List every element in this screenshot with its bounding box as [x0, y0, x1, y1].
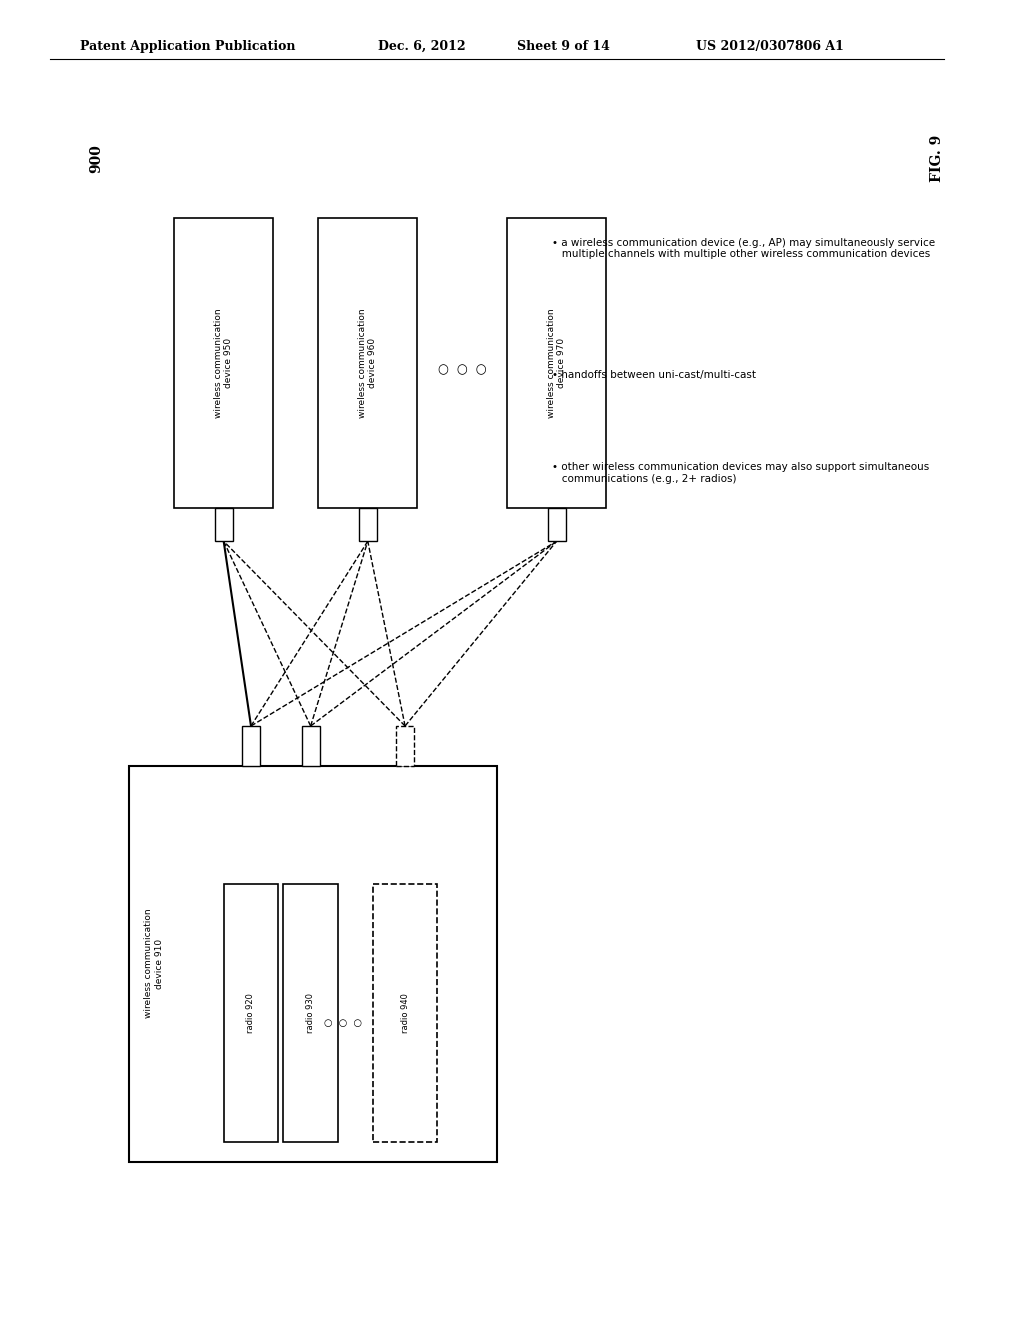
- Text: FIG. 9: FIG. 9: [931, 135, 944, 182]
- Text: wireless communication
device 950: wireless communication device 950: [214, 308, 233, 418]
- Text: • handoffs between uni-cast/multi-cast: • handoffs between uni-cast/multi-cast: [552, 370, 756, 380]
- Text: radio 930: radio 930: [306, 993, 315, 1034]
- Text: radio 940: radio 940: [400, 993, 410, 1034]
- Text: Patent Application Publication: Patent Application Publication: [80, 40, 295, 53]
- FancyBboxPatch shape: [284, 884, 338, 1142]
- FancyBboxPatch shape: [373, 884, 437, 1142]
- FancyBboxPatch shape: [548, 508, 565, 541]
- FancyBboxPatch shape: [318, 218, 418, 508]
- Text: wireless communication
device 970: wireless communication device 970: [547, 308, 566, 418]
- FancyBboxPatch shape: [302, 726, 319, 766]
- FancyBboxPatch shape: [396, 726, 414, 766]
- FancyBboxPatch shape: [174, 218, 273, 508]
- Text: • other wireless communication devices may also support simultaneous
   communic: • other wireless communication devices m…: [552, 462, 929, 483]
- FancyBboxPatch shape: [223, 884, 279, 1142]
- FancyBboxPatch shape: [215, 508, 232, 541]
- Text: Sheet 9 of 14: Sheet 9 of 14: [517, 40, 609, 53]
- FancyBboxPatch shape: [358, 508, 377, 541]
- Text: 900: 900: [89, 144, 103, 173]
- Text: Dec. 6, 2012: Dec. 6, 2012: [378, 40, 465, 53]
- Text: wireless communication
device 960: wireless communication device 960: [358, 308, 378, 418]
- Text: ○  ○  ○: ○ ○ ○: [438, 363, 486, 376]
- Text: • a wireless communication device (e.g., AP) may simultaneously service
   multi: • a wireless communication device (e.g.,…: [552, 238, 935, 259]
- Text: US 2012/0307806 A1: US 2012/0307806 A1: [696, 40, 844, 53]
- Text: radio 920: radio 920: [247, 993, 256, 1034]
- Text: ○  ○  ○: ○ ○ ○: [324, 1018, 361, 1028]
- Text: wireless communication
device 910: wireless communication device 910: [144, 908, 164, 1019]
- FancyBboxPatch shape: [507, 218, 606, 508]
- FancyBboxPatch shape: [129, 766, 497, 1162]
- FancyBboxPatch shape: [242, 726, 260, 766]
